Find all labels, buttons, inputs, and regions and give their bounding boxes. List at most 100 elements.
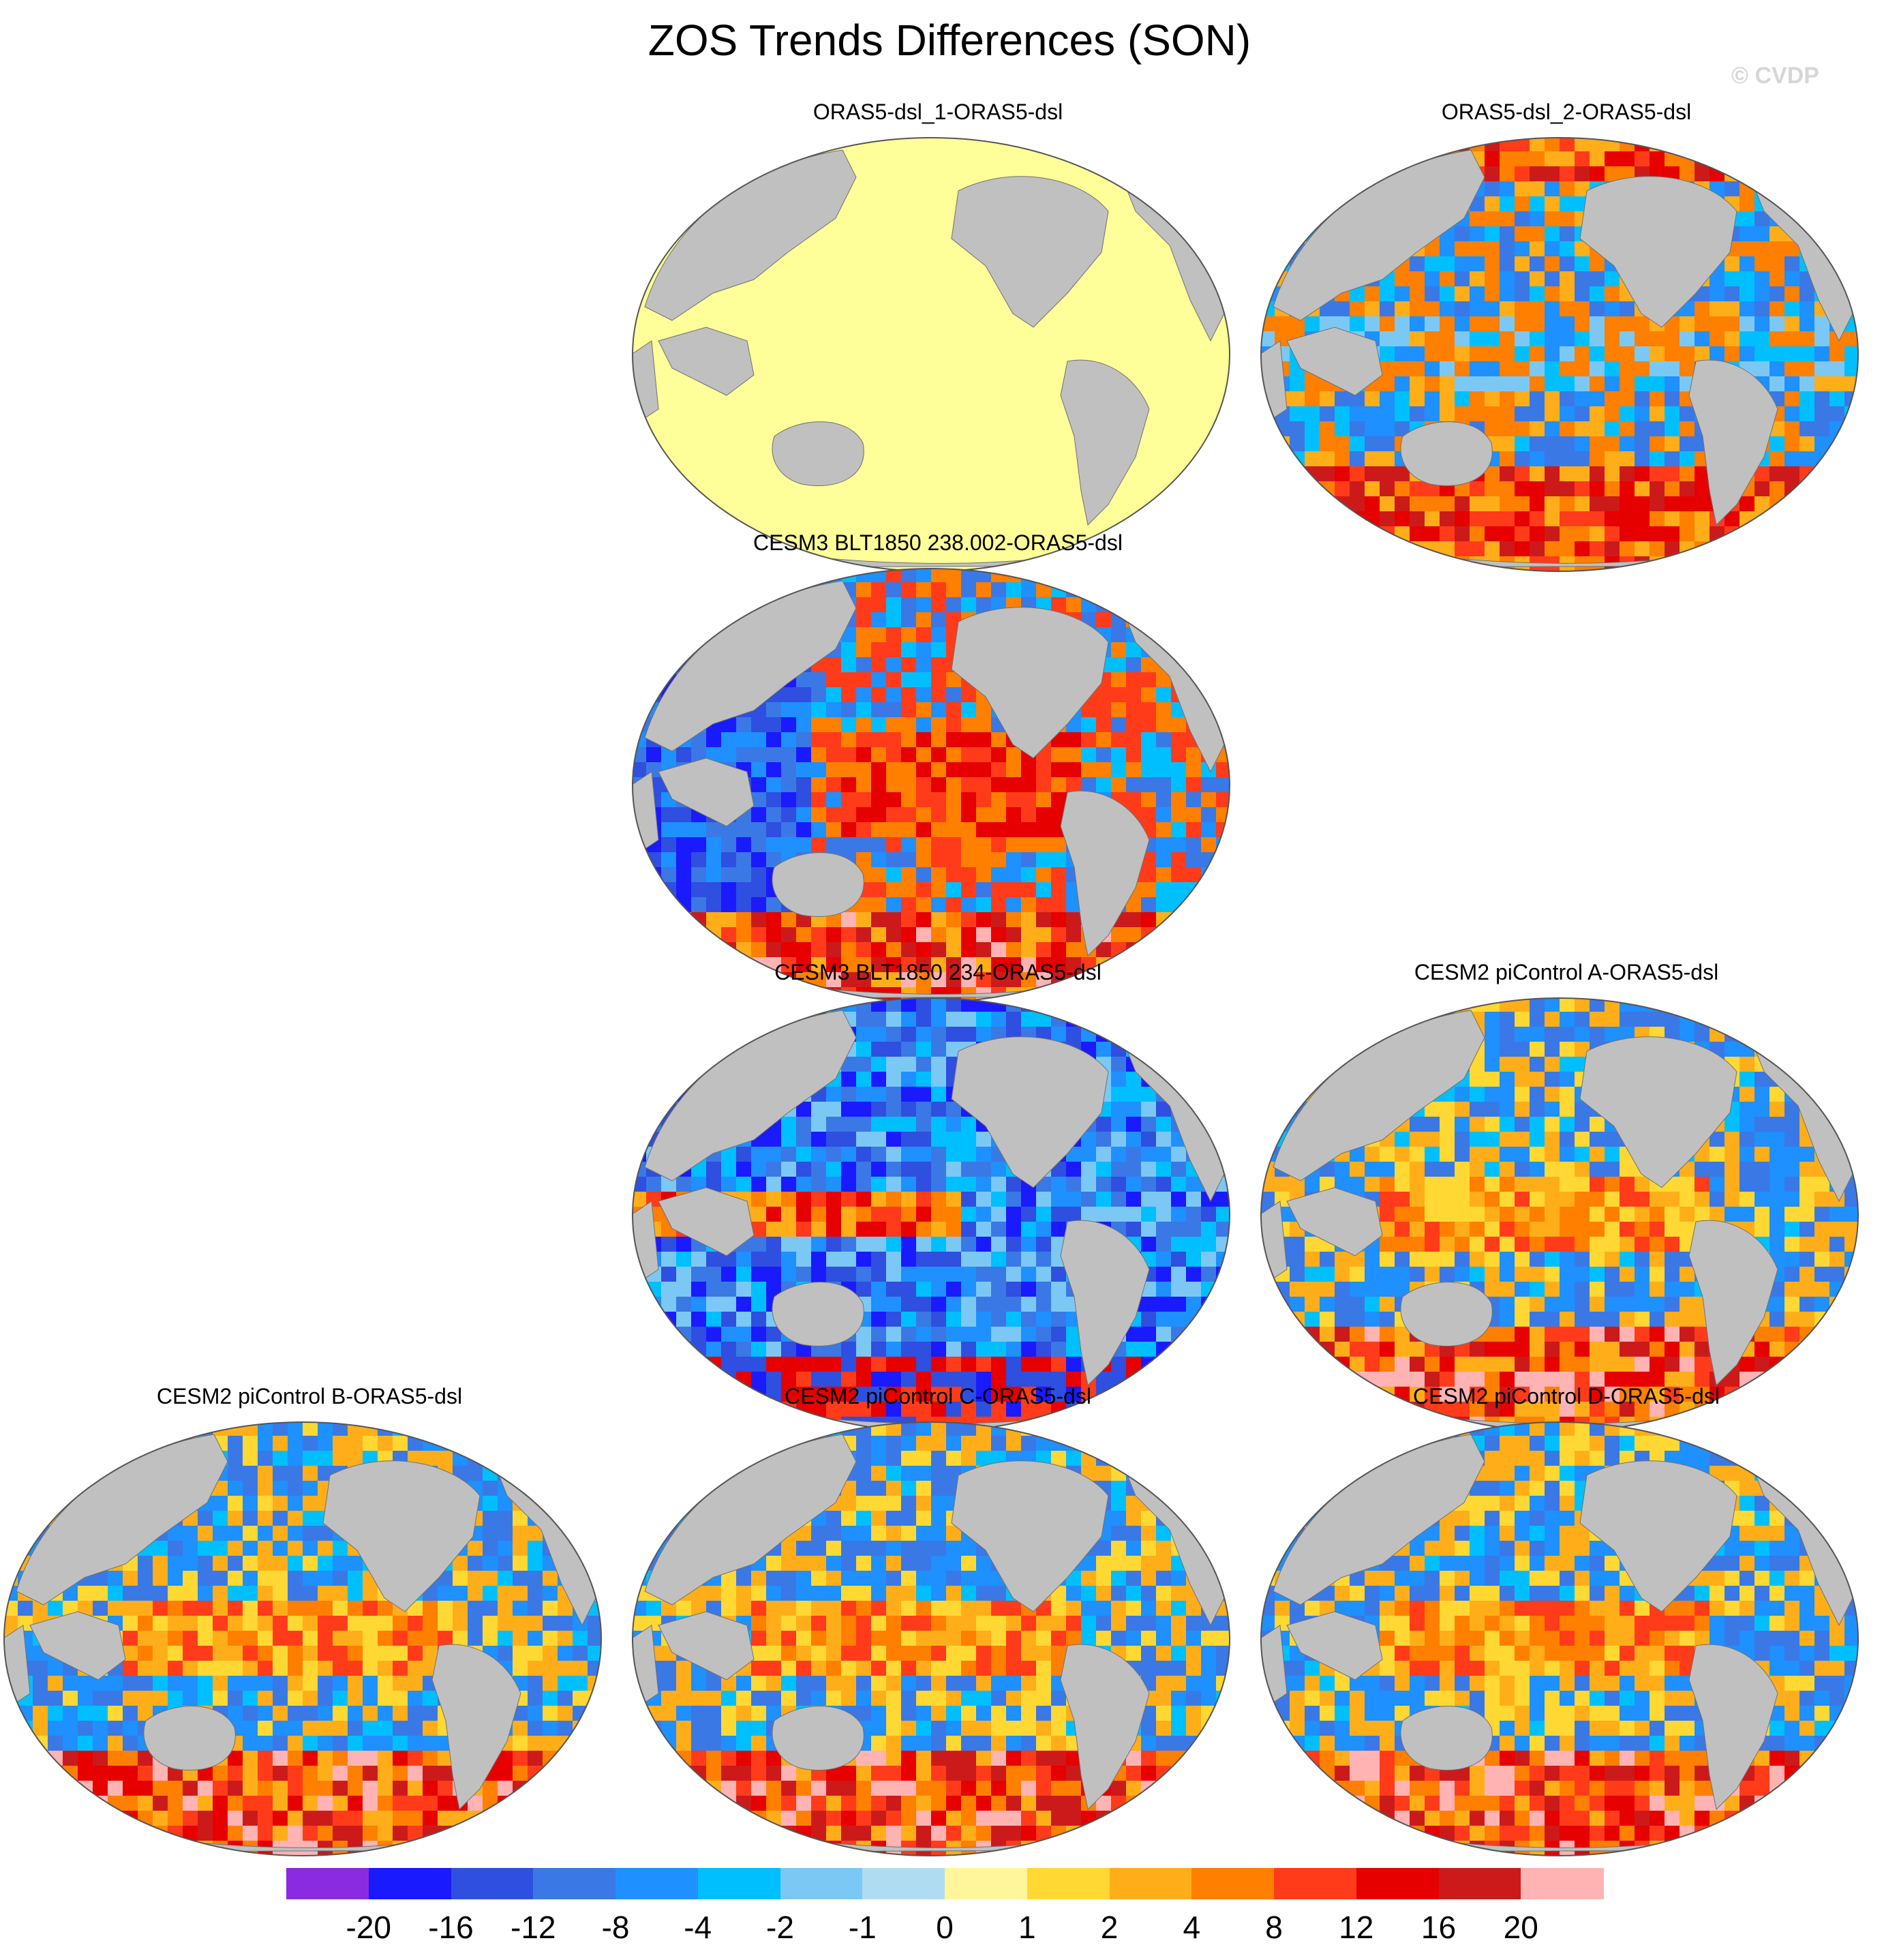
landmass [1400,1706,1493,1770]
map-panel: ORAS5-dsl_2-ORAS5-dsl [1260,95,1873,573]
landmass [658,327,755,396]
landmass [772,1706,864,1770]
colorbar-swatch [945,1868,1028,1899]
panel-title: CESM3 BLT1850 234-ORAS5-dsl [774,960,1102,984]
colorbar-swatch [1274,1868,1357,1899]
landmass [1688,1220,1778,1387]
ocean-field [4,1422,601,1856]
landmass [1579,1036,1737,1188]
colorbar-tick-label: -8 [601,1910,630,1945]
panel-title: CESM2 piControl C-ORAS5-dsl [785,1384,1091,1408]
panel-title: CESM3 BLT1850 238.002-ORAS5-dsl [753,530,1123,555]
colorbar-tick-label: 0 [936,1910,954,1945]
robinson-map [1260,137,1859,572]
map-panel: CESM2 piControl A-ORAS5-dsl [1260,956,1873,1433]
map-panel: CESM3 BLT1850 234-ORAS5-dsl [631,956,1245,1433]
colorbar-swatch [1191,1868,1275,1899]
landmass [1060,1644,1150,1811]
colorbar-tick-label: -1 [848,1910,877,1945]
colorbar-tick-label: 20 [1503,1910,1538,1945]
map-boundary [1260,137,1859,572]
figure-title: ZOS Trends Differences (SON) [648,16,1251,65]
landmass [658,757,755,827]
colorbar-tick-label: 8 [1265,1910,1283,1945]
robinson-map [3,1421,602,1856]
landmass [951,1036,1109,1188]
landmass [772,1282,864,1346]
map-panel: CESM2 piControl B-ORAS5-dsl [3,1380,616,1857]
map-boundary [1260,1421,1859,1856]
ocean-field [1261,1422,1858,1856]
landmass [322,1460,481,1612]
landmass [1579,1460,1737,1612]
colorbar-swatch [1356,1868,1439,1899]
landmass [772,421,864,486]
landmass [1060,1220,1150,1387]
robinson-map [632,568,1230,1003]
robinson-map [632,997,1230,1432]
landmass [1286,1611,1383,1680]
landmass [143,1706,236,1770]
copyright-label: © CVDP [1731,63,1819,89]
map-boundary [3,1421,602,1856]
colorbar-tick-label: 16 [1421,1910,1457,1945]
ocean-field [633,1422,1230,1856]
robinson-map [1260,1421,1859,1856]
landmass [1579,176,1737,328]
panel-title: CESM2 piControl B-ORAS5-dsl [156,1384,463,1408]
landmass [658,1187,755,1256]
landmass [1688,1644,1778,1811]
ocean-field [1261,138,1858,571]
colorbar-swatch [286,1868,369,1899]
landmass [1286,327,1383,396]
landmass [1060,790,1150,957]
map-panel: CESM2 piControl D-ORAS5-dsl [1260,1380,1873,1857]
map-panel: CESM3 BLT1850 238.002-ORAS5-dsl [631,526,1245,1004]
ocean-field [1261,998,1858,1432]
colorbar-tick-label: 4 [1183,1910,1201,1945]
landmass [1286,1187,1383,1256]
panel-title: CESM2 piControl A-ORAS5-dsl [1414,960,1719,984]
landmass [1688,359,1778,526]
map-panel: ORAS5-dsl_1-ORAS5-dsl [631,95,1245,573]
colorbar-tick-label: 1 [1018,1910,1036,1945]
landmass [951,176,1109,328]
colorbar [286,1868,1604,1899]
colorbar-tick-label: 2 [1100,1910,1119,1945]
colorbar-tick-label: 12 [1339,1910,1374,1945]
panel-title: CESM2 piControl D-ORAS5-dsl [1413,1384,1720,1408]
landmass [951,607,1109,759]
landmass [29,1611,126,1680]
landmass [1060,359,1150,526]
robinson-map [1260,997,1859,1432]
ocean-field [633,569,1230,1002]
colorbar-tick-label: -4 [684,1910,712,1945]
map-boundary [632,1421,1230,1856]
robinson-map [632,137,1230,572]
colorbar-ticks: -20 -16 -12 -8 -4 -2 -1 0 1 2 4 8 12 16 20 [0,1903,1899,1951]
colorbar-swatch [616,1868,699,1899]
landmass [658,1611,755,1680]
landmass [431,1644,521,1811]
colorbar-tick-label: -2 [766,1910,794,1945]
colorbar-swatch [1027,1868,1110,1899]
colorbar-swatch [533,1868,616,1899]
landmass [951,1460,1109,1612]
colorbar-swatch [451,1868,534,1899]
colorbar-swatch [697,1868,780,1899]
landmass [1400,421,1493,486]
panel-title: ORAS5-dsl_1-ORAS5-dsl [812,100,1063,124]
panel-title: ORAS5-dsl_2-ORAS5-dsl [1441,100,1692,124]
map-panel: CESM2 piControl C-ORAS5-dsl [631,1380,1245,1857]
ocean-field [633,138,1230,571]
ocean-field [633,998,1230,1432]
colorbar-swatch [862,1868,945,1899]
colorbar-swatch [1438,1868,1521,1899]
landmass [1400,1282,1493,1346]
colorbar-tick-label: -20 [346,1910,391,1945]
colorbar-tick-label: -16 [428,1910,474,1945]
colorbar-swatch [368,1868,451,1899]
colorbar-swatch [1521,1868,1604,1899]
colorbar-swatch [780,1868,863,1899]
robinson-map [632,1421,1230,1856]
